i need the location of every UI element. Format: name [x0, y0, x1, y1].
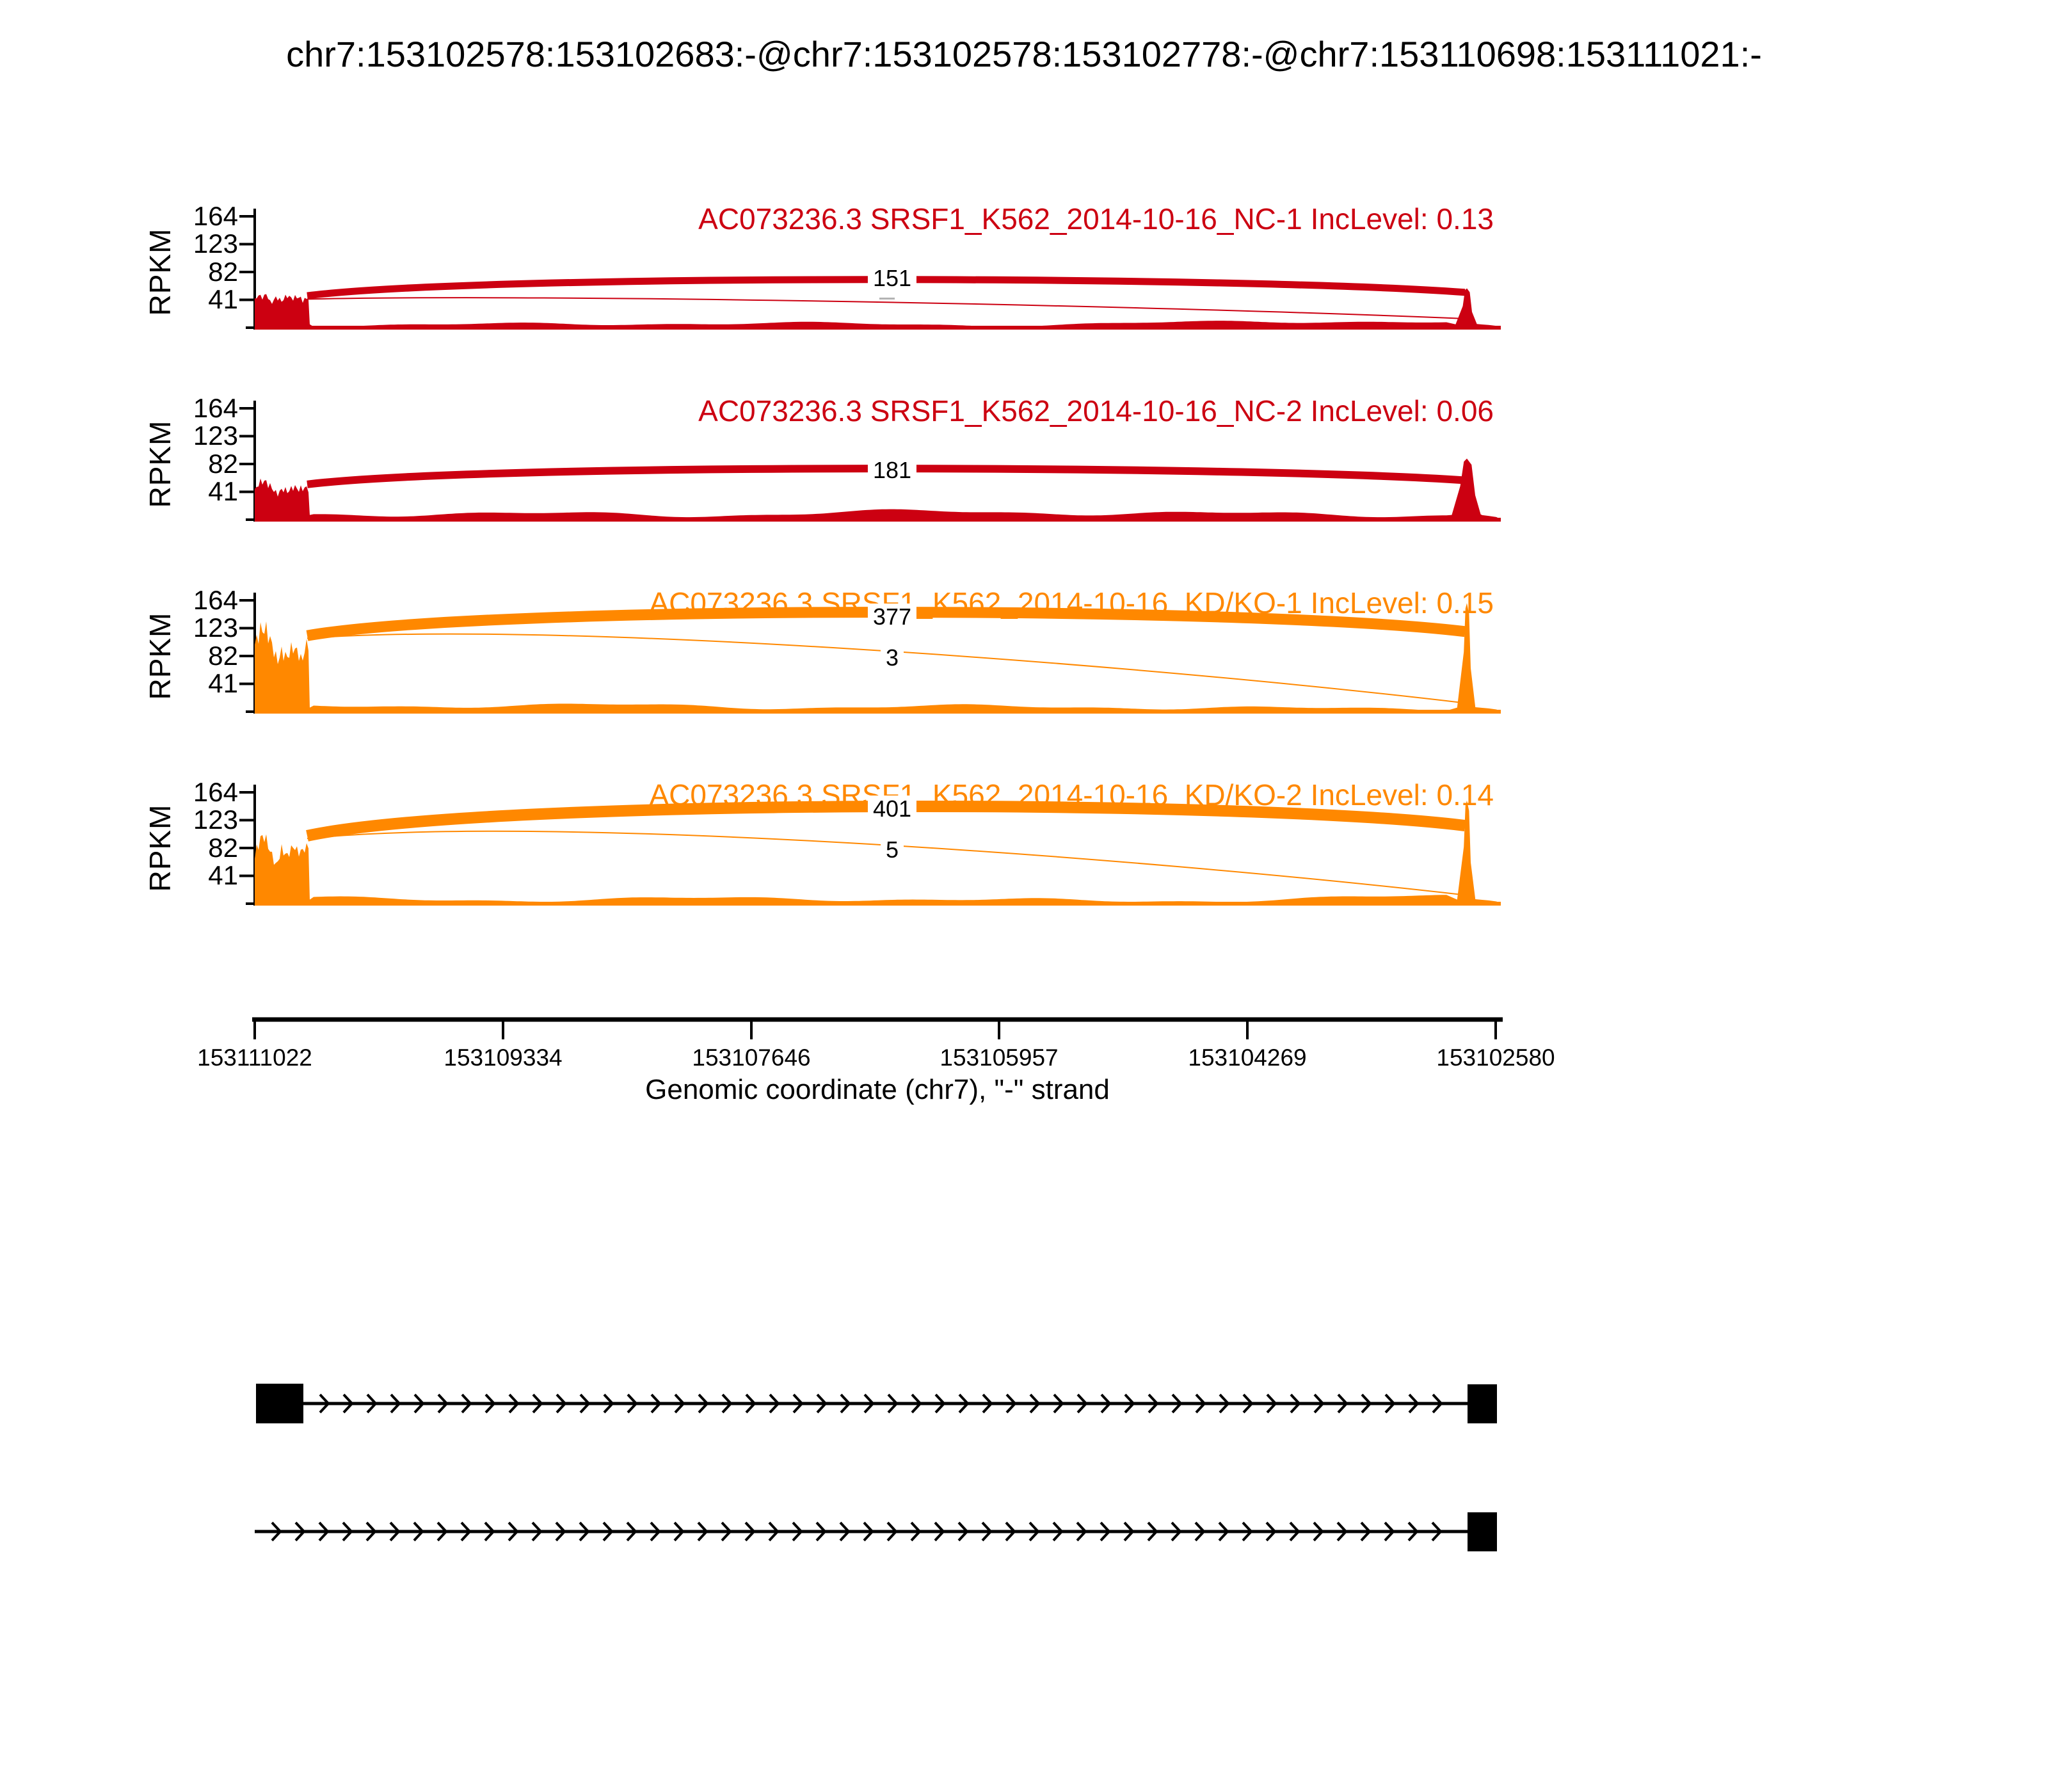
faint-junction-dash [879, 298, 895, 300]
ytick-123-track-2: 123 [193, 420, 238, 451]
junction-count-3: 3 [880, 644, 904, 671]
junction-arc-track-3-2 [307, 633, 1470, 705]
ytick-164-track-2: 164 [193, 393, 238, 423]
coverage-area-track-1 [255, 288, 1501, 328]
figure-title: chr7:153102578:153102683:-@chr7:15310257… [286, 34, 1762, 74]
exon-box-right [1468, 1384, 1497, 1423]
ytick-41-track-1: 41 [208, 284, 238, 314]
xtick-153109334: 153109334 [444, 1044, 563, 1071]
ytick-164-track-3: 164 [193, 585, 238, 615]
x-axis-label: Genomic coordinate (chr7), "-" strand [645, 1074, 1110, 1105]
track-title-4: AC073236.3 SRSF1_K562_2014-10-16_KD/KO-2… [649, 778, 1494, 812]
junction-count-401: 401 [867, 796, 917, 822]
ytick-164-track-1: 164 [193, 201, 238, 231]
xtick-153107646: 153107646 [692, 1044, 811, 1071]
track-title-3: AC073236.3 SRSF1_K562_2014-10-16_KD/KO-1… [649, 586, 1494, 620]
xtick-153102580: 153102580 [1436, 1044, 1555, 1071]
junction-arc-track-4-2 [307, 830, 1470, 897]
ytick-41-track-3: 41 [208, 668, 238, 698]
ytick-164-track-4: 164 [193, 777, 238, 807]
genomic-x-axis [252, 1017, 1503, 1039]
junction-count-5: 5 [880, 836, 904, 863]
junction-count-181: 181 [867, 457, 917, 484]
ytick-82-track-3: 82 [208, 641, 238, 671]
y-axis-label-track-1: RPKM [143, 228, 177, 316]
exon-box-left [256, 1384, 303, 1423]
ytick-82-track-1: 82 [208, 257, 238, 287]
ytick-82-track-4: 82 [208, 833, 238, 863]
y-axis-label-track-4: RPKM [143, 804, 177, 892]
xtick-153105957: 153105957 [940, 1044, 1059, 1071]
ytick-123-track-3: 123 [193, 612, 238, 643]
track-title-2: AC073236.3 SRSF1_K562_2014-10-16_NC-2 In… [698, 394, 1494, 428]
xtick-153111022: 153111022 [197, 1044, 312, 1071]
xtick-153104269: 153104269 [1188, 1044, 1307, 1071]
junction-arc-track-1-2 [307, 297, 1470, 320]
ytick-41-track-2: 41 [208, 476, 238, 506]
track-title-1: AC073236.3 SRSF1_K562_2014-10-16_NC-1 In… [698, 202, 1494, 236]
junction-count-377: 377 [867, 604, 917, 630]
y-axis-label-track-3: RPKM [143, 612, 177, 700]
ytick-82-track-2: 82 [208, 449, 238, 479]
junction-count-151: 151 [867, 265, 917, 292]
isoform-structure-2 [255, 1512, 1497, 1551]
y-axis-label-track-2: RPKM [143, 420, 177, 508]
exon-box-right [1468, 1512, 1497, 1551]
ytick-123-track-4: 123 [193, 804, 238, 835]
isoform-structure-1 [256, 1384, 1497, 1423]
ytick-41-track-4: 41 [208, 860, 238, 890]
ytick-123-track-1: 123 [193, 228, 238, 259]
